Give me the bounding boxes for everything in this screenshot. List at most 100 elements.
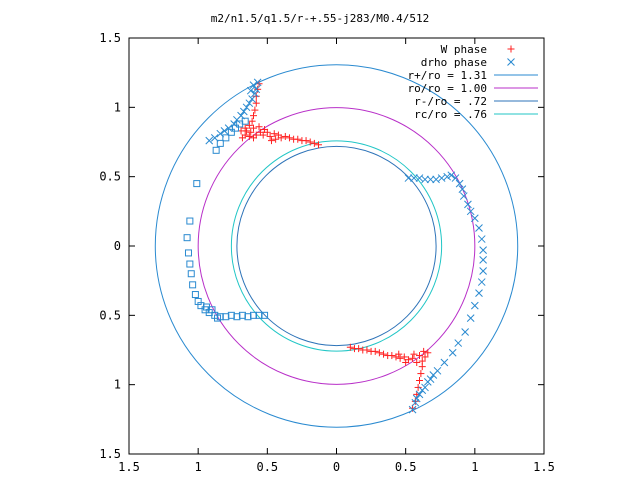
square-point — [227, 128, 235, 136]
legend-label: drho phase — [421, 56, 487, 69]
x-tick-label: 0.5 — [395, 460, 417, 474]
square-point — [187, 270, 195, 278]
w-phase-point — [413, 358, 421, 366]
w-phase-point — [255, 123, 263, 131]
w-phase-point — [424, 349, 432, 357]
drho-phase-point — [239, 107, 248, 116]
w-phase-point — [302, 137, 310, 145]
w-phase-point — [277, 134, 285, 142]
drho-phase-point — [410, 174, 418, 182]
x-tick-label: 0.5 — [256, 460, 278, 474]
y-tick-label: 0.5 — [99, 170, 121, 184]
w-phase-point — [388, 352, 396, 360]
drho-phase-point — [479, 246, 487, 255]
w-phase-point — [315, 141, 323, 149]
drho-phase-point — [251, 89, 259, 98]
drho-phase-point — [448, 348, 457, 357]
w-phase-point — [416, 352, 423, 360]
data-points — [183, 78, 487, 414]
w-phase-point — [402, 358, 410, 366]
drho-phase-point — [477, 235, 486, 243]
drho-phase-point — [477, 278, 486, 286]
square-point — [202, 303, 210, 311]
x-tick-label: 0 — [333, 460, 340, 474]
reference-circles — [154, 64, 519, 428]
square-point — [186, 260, 194, 268]
w-phase-point — [417, 370, 425, 378]
drho-phase-point — [245, 99, 254, 108]
drho-phase-point — [475, 289, 483, 298]
w-phase-point — [421, 353, 429, 361]
drho-phase-point — [423, 378, 432, 386]
x-tick-label: 1.5 — [118, 460, 140, 474]
drho-phase-point — [470, 301, 479, 310]
w-phase-point — [396, 354, 404, 362]
drho-phase-point — [415, 390, 424, 399]
w-phase-point — [414, 383, 422, 391]
drho-phase-point — [479, 267, 487, 275]
reference-circle — [154, 64, 519, 428]
drho-phase-point — [459, 192, 468, 200]
drho-phase-point — [418, 386, 427, 395]
drho-phase-point — [464, 200, 472, 209]
drho-phase-point — [470, 214, 479, 223]
square-point — [261, 311, 269, 319]
drho-phase-point — [421, 175, 429, 184]
w-phase-point — [270, 130, 278, 138]
drho-phase-point — [466, 314, 475, 322]
w-phase-point — [371, 347, 379, 355]
legend-label: r+/ro = 1.31 — [408, 69, 487, 82]
y-tick-label: 0 — [114, 239, 121, 253]
drho-phase-point — [205, 136, 214, 145]
square-point — [193, 180, 201, 188]
w-phase-point — [250, 124, 257, 132]
drho-phase-point — [479, 256, 487, 264]
w-phase-point — [281, 132, 289, 140]
square-point — [214, 314, 222, 322]
y-tick-label: 1.5 — [99, 447, 121, 461]
drho-phase-point — [404, 174, 413, 182]
drho-phase-point — [249, 81, 258, 90]
x-tick-label: 1.5 — [533, 460, 555, 474]
w-phase-point — [251, 106, 259, 114]
w-phase-point — [245, 132, 253, 140]
w-phase-point — [252, 92, 260, 100]
legend-label: r-/ro = .72 — [414, 95, 487, 108]
w-phase-point — [416, 377, 423, 385]
w-phase-point — [306, 138, 314, 146]
drho-phase-point — [454, 339, 463, 347]
w-phase-point — [363, 346, 371, 354]
y-tick-label: 1 — [114, 100, 121, 114]
w-phase-point — [259, 131, 267, 139]
reference-circle — [236, 145, 437, 347]
drho-phase-point — [246, 86, 255, 95]
square-point — [216, 139, 224, 147]
w-phase-point — [400, 353, 408, 361]
legend-label: W phase — [441, 43, 487, 56]
reference-circle — [230, 140, 443, 352]
square-point — [232, 124, 240, 132]
drho-phase-point — [451, 174, 460, 182]
square-point — [189, 281, 197, 289]
drho-phase-point — [233, 115, 241, 124]
w-phase-point — [285, 134, 293, 142]
drho-phase-point — [426, 175, 435, 184]
drho-phase-point — [458, 185, 467, 194]
w-phase-point — [245, 121, 253, 129]
w-phase-point — [254, 85, 262, 93]
drho-phase-point — [220, 127, 229, 135]
drho-phase-point — [248, 95, 256, 103]
y-tick-label: 1 — [114, 378, 121, 392]
legend-label: rc/ro = .76 — [414, 108, 487, 121]
reference-circle — [197, 107, 476, 385]
square-point — [184, 249, 192, 257]
w-phase-point — [250, 134, 257, 142]
drho-phase-point — [429, 371, 438, 379]
w-phase-point — [395, 350, 403, 358]
drho-phase-point — [408, 405, 417, 414]
legend-label: ro/ro = 1.00 — [408, 82, 487, 95]
w-phase-point — [375, 349, 383, 357]
square-point — [222, 134, 230, 142]
